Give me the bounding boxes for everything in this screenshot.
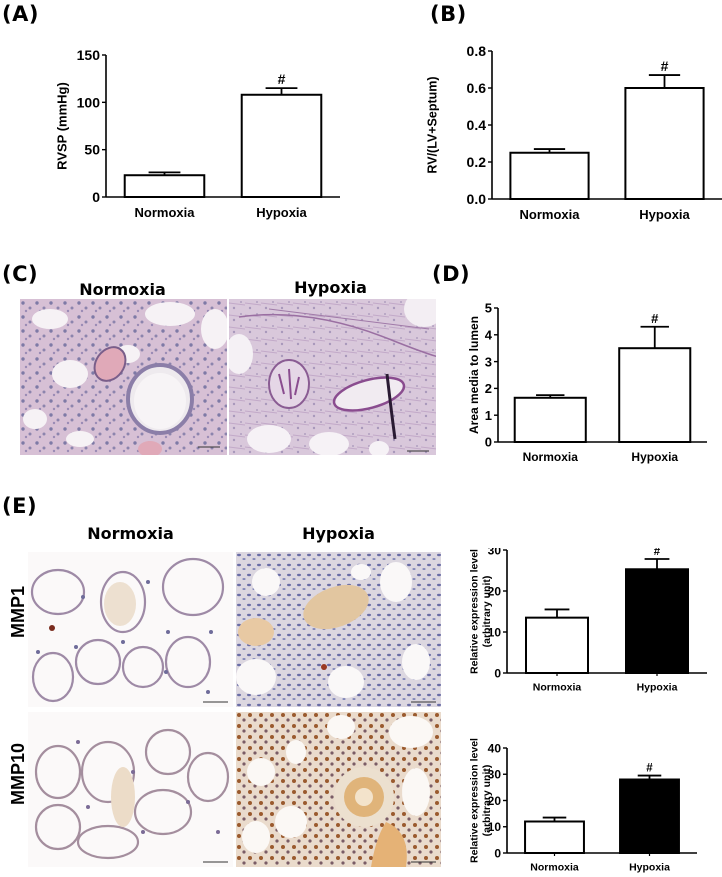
e-micrograph-mmp10-normoxia	[28, 712, 233, 867]
chart-e-mmp10-expression: 0 10 20 30 40 Relative expression level (arbit…	[469, 738, 697, 874]
x-tick-label: Normoxia	[135, 205, 196, 220]
chart-a-rvsp: 0 50 100 150 RVSP (mmHg) Normoxia # Hypoxia	[55, 47, 340, 220]
y-axis-label: RV/(LV+Septum)	[425, 76, 439, 173]
bar-normoxia	[509, 151, 590, 200]
y-axis-label: Relative expression level	[469, 738, 481, 863]
y-tick-label: 4	[485, 327, 493, 342]
bar-hypoxia	[619, 778, 680, 854]
chart-d-area-media-lumen: 0 1 2 3 4 5 Area media to lumen Normoxia # Hypoxi…	[467, 301, 707, 464]
y-tick-label: 0	[92, 189, 100, 205]
y-tick-label: 20	[488, 584, 502, 598]
bar-hypoxia	[625, 568, 689, 675]
y-tick-label: 50	[84, 142, 100, 158]
bar-normoxia	[123, 174, 206, 199]
y-tick-label: 20	[488, 794, 502, 808]
panel-label-e: (E)	[2, 494, 38, 518]
e-micrograph-mmp1-normoxia	[28, 552, 233, 707]
micrograph-pas-hypoxia-image	[229, 299, 436, 455]
y-tick-label: 1	[485, 408, 492, 423]
chart-e-mmp1-expression: 0 10 20 30 Relative expression level (arbitra…	[469, 548, 707, 694]
bar-normoxia	[524, 820, 585, 854]
c-title-normoxia: Normoxia	[79, 280, 166, 299]
bar-normoxia	[513, 396, 587, 443]
y-tick-label: 0	[485, 435, 492, 450]
significance-marker: #	[651, 311, 659, 326]
micrograph-ihc-mmp1-normoxia-image	[30, 557, 228, 703]
micrograph-ihc-mmp1-hypoxia-image	[236, 552, 441, 707]
y-axis-label: (arbitrary unit)	[481, 576, 493, 648]
y-tick-label: 0	[494, 846, 501, 860]
y-tick-label: 3	[485, 354, 492, 369]
y-tick-label: 0.8	[467, 43, 487, 59]
x-tick-label: Normoxia	[523, 450, 579, 464]
y-axis-label: (arbitrary unit)	[481, 765, 493, 837]
significance-marker: #	[646, 763, 653, 775]
c-title-hypoxia: Hypoxia	[294, 278, 367, 297]
x-tick-label: Hypoxia	[639, 207, 690, 222]
c-micrograph-normoxia	[20, 299, 227, 455]
y-tick-label: 10	[488, 820, 502, 834]
bar-hypoxia	[240, 93, 323, 198]
x-tick-label: Normoxia	[530, 862, 579, 874]
y-tick-label: 40	[488, 741, 502, 755]
e-title-hypoxia: Hypoxia	[302, 524, 375, 543]
y-tick-label: 2	[485, 381, 492, 396]
e-micrograph-mmp1-hypoxia	[236, 552, 441, 707]
panel-label-c: (C)	[2, 262, 39, 286]
significance-marker: #	[654, 548, 661, 558]
y-tick-label: 0.0	[467, 191, 487, 207]
x-tick-label: Hypoxia	[629, 862, 670, 874]
bar-hypoxia	[624, 87, 705, 200]
y-tick-label: 100	[77, 94, 101, 110]
e-title-normoxia: Normoxia	[87, 524, 174, 543]
x-tick-label: Normoxia	[533, 682, 582, 694]
c-micrograph-hypoxia	[229, 299, 436, 455]
y-tick-label: 0.6	[467, 80, 487, 96]
y-tick-label: 30	[488, 548, 502, 557]
bar-normoxia	[525, 616, 589, 674]
micrograph-ihc-mmp10-normoxia-image	[34, 728, 230, 863]
significance-marker: #	[661, 58, 669, 74]
x-tick-label: Hypoxia	[631, 450, 678, 464]
panel-label-d: (D)	[432, 262, 471, 286]
y-tick-label: 10	[488, 625, 502, 639]
y-axis-label: Relative expression level	[469, 549, 481, 674]
y-tick-label: 0	[494, 666, 501, 680]
y-tick-label: 0.2	[467, 154, 487, 170]
y-axis-label: RVSP (mmHg)	[55, 82, 70, 170]
micrograph-ihc-mmp10-hypoxia-image	[236, 712, 441, 867]
micrograph-pas-normoxia-image	[20, 299, 227, 455]
significance-marker: #	[278, 71, 286, 87]
e-micrograph-mmp10-hypoxia	[236, 712, 441, 867]
chart-b-rv-ratio: 0.0 0.2 0.4 0.6 0.8 RV/(LV+Septum) Normoxia # Hy…	[425, 43, 722, 222]
x-tick-label: Hypoxia	[256, 205, 307, 220]
bar-hypoxia	[618, 347, 692, 444]
x-tick-label: Hypoxia	[637, 682, 678, 694]
y-tick-label: 0.4	[467, 117, 487, 133]
y-tick-label: 30	[488, 768, 502, 782]
x-tick-label: Normoxia	[520, 207, 581, 222]
y-tick-label: 150	[77, 47, 101, 63]
panel-label-b: (B)	[430, 2, 467, 26]
y-axis-label: Area media to lumen	[467, 316, 481, 434]
y-tick-label: 5	[485, 301, 492, 316]
panel-label-a: (A)	[2, 2, 39, 26]
